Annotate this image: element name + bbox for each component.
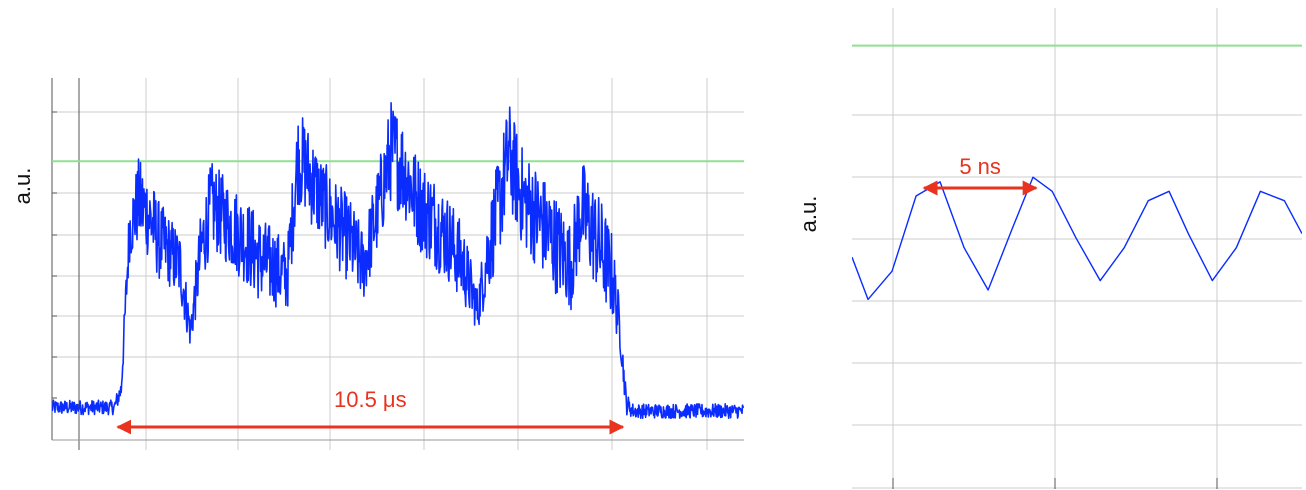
left-chart-plot-area — [52, 102, 744, 420]
left-chart: 10.5 μs a.u. — [10, 78, 744, 450]
right-period-label: 5 ns — [959, 154, 1001, 179]
left-chart-duration-annotation: 10.5 μs — [116, 387, 625, 435]
right-chart: 5 ns a.u. — [796, 8, 1302, 489]
left-chart-y-axis-label: a.u. — [10, 168, 35, 205]
right-chart-grid — [852, 8, 1302, 489]
right-signal-trace — [852, 176, 1302, 301]
left-signal-trace — [52, 102, 744, 420]
right-chart-plot-area — [852, 176, 1302, 301]
right-chart-y-axis-label: a.u. — [796, 196, 821, 233]
left-duration-label: 10.5 μs — [334, 387, 407, 412]
right-chart-period-annotation: 5 ns — [922, 154, 1038, 196]
